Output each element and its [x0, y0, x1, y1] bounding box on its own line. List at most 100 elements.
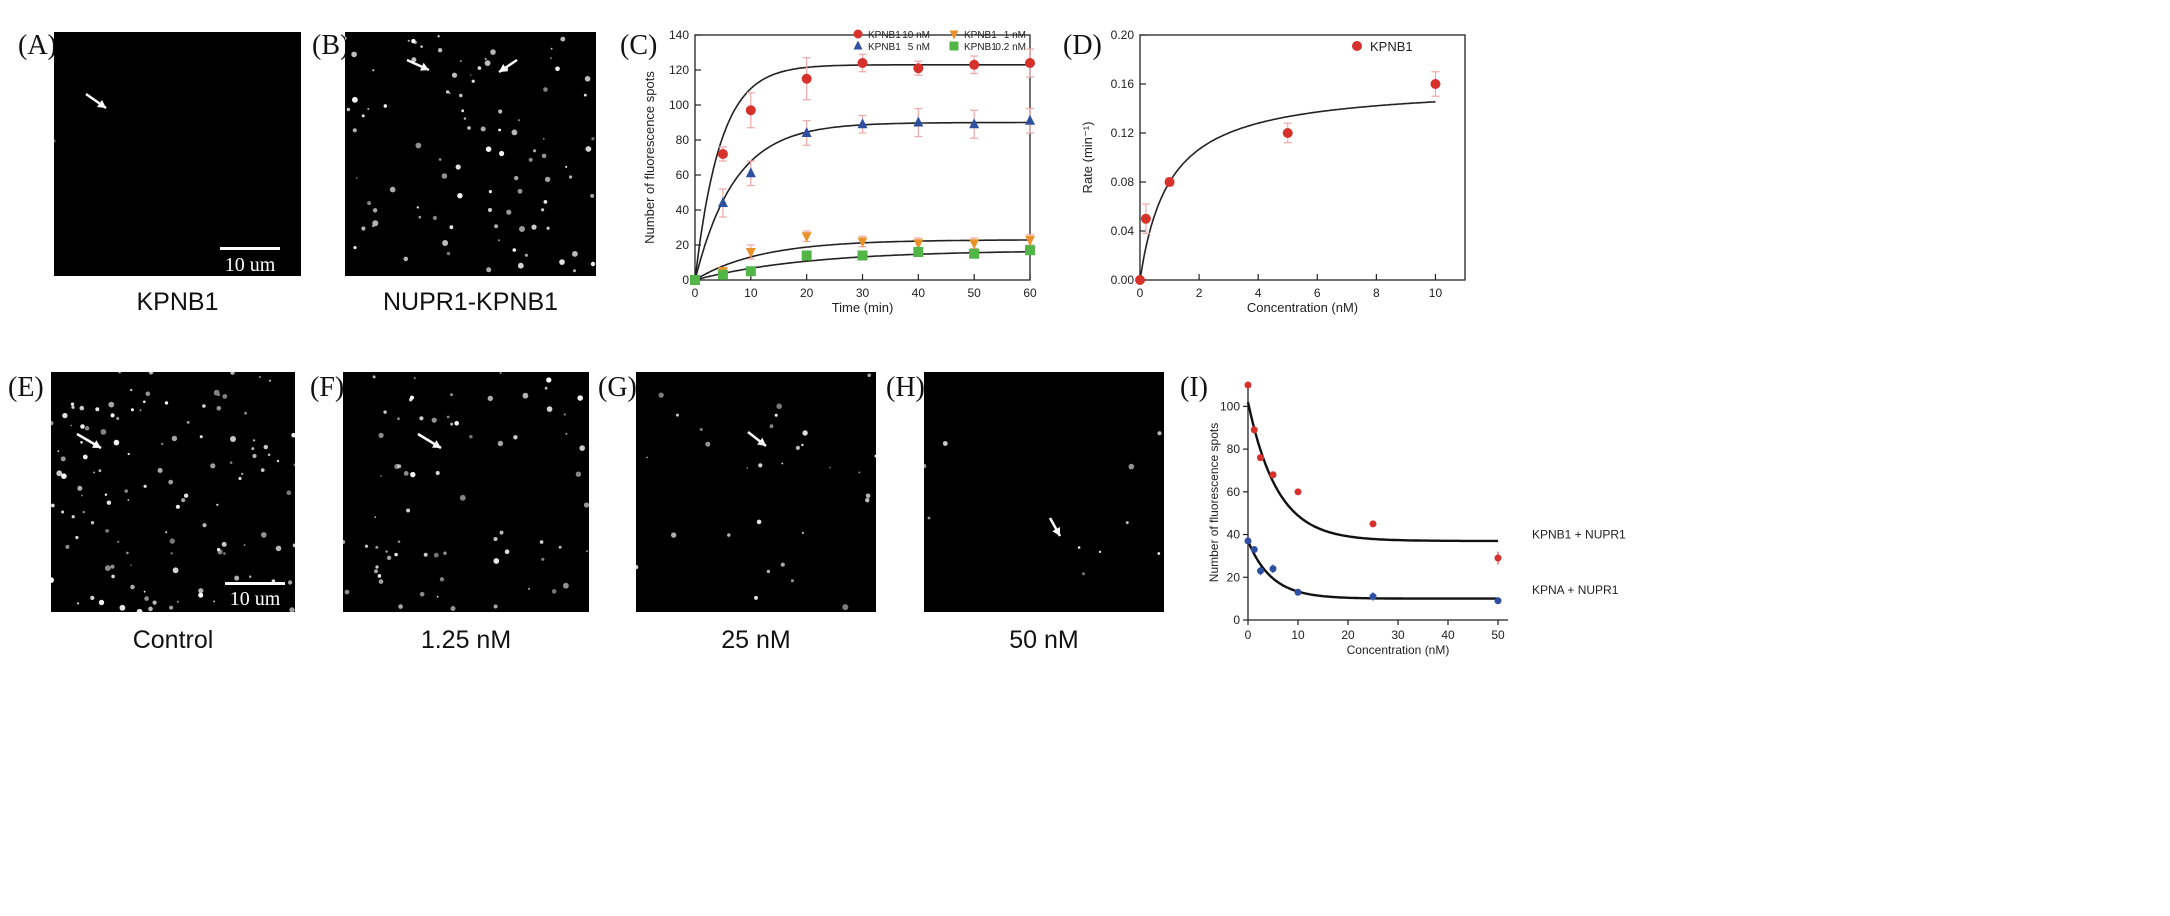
fluorescence-spot	[61, 510, 65, 514]
fluorescence-spot	[780, 562, 785, 567]
fluorescence-spot	[541, 557, 545, 561]
micrograph-kpnb1: 10 um	[54, 32, 301, 276]
fluorescence-spot	[93, 471, 96, 474]
fluorescence-spot	[127, 452, 130, 456]
fluorescence-spot	[110, 413, 115, 418]
spot-layer	[54, 92, 107, 143]
data-point	[913, 239, 924, 250]
caption-nupr1-kpnb1: NUPR1-KPNB1	[382, 288, 559, 316]
x-axis-title: Concentration (nM)	[1347, 643, 1450, 657]
data-point	[913, 116, 924, 127]
fluorescence-spot	[546, 406, 553, 412]
fluorescence-spot	[80, 441, 83, 444]
fluorescence-spot	[60, 456, 66, 462]
caption-50-nm: 50 nM	[1009, 626, 1079, 654]
y-tick-label: 60	[676, 168, 690, 182]
y-tick-label: 0.00	[1111, 273, 1135, 287]
fluorescence-spot	[441, 173, 448, 179]
fluorescence-spot	[409, 398, 413, 402]
fluorescence-spot	[407, 39, 410, 42]
fluorescence-spot	[263, 444, 268, 450]
fluorescence-spot	[498, 109, 503, 114]
fluorescence-spot	[221, 541, 227, 547]
fluorescence-spot	[461, 109, 465, 113]
fluorescence-spot	[646, 456, 648, 459]
data-point	[1369, 520, 1377, 528]
fluorescence-spot	[419, 416, 424, 421]
fluorescence-spot	[858, 471, 861, 474]
fluorescence-spot	[126, 551, 129, 555]
fluorescence-spot	[378, 579, 384, 584]
fit-curve	[1246, 401, 1498, 543]
x-axis-title: Concentration (nM)	[1247, 300, 1358, 315]
fluorescence-spot	[351, 51, 357, 58]
fluorescence-spot	[498, 128, 501, 132]
fluorescence-spot	[352, 96, 358, 103]
scale-bar	[225, 582, 285, 585]
fluorescence-spot	[136, 608, 143, 612]
data-point	[1269, 471, 1277, 479]
data-point	[913, 63, 924, 74]
fluorescence-spot	[286, 490, 292, 495]
data-point	[969, 239, 980, 250]
fluorescence-spot	[116, 416, 120, 421]
data-point	[1140, 213, 1151, 224]
legend-series-name: KPNB1	[868, 30, 901, 41]
y-tick-label: 0.08	[1111, 175, 1135, 189]
fluorescence-spot	[406, 508, 411, 513]
data-point	[717, 197, 728, 207]
fluorescence-spot	[77, 602, 80, 605]
fluorescence-spot	[361, 114, 365, 118]
chart-competition-svg: 0 10 20 30 40 50 0 20 40 60 80 100 Concentration (nM…	[1207, 381, 1626, 657]
fluorescence-spot	[164, 401, 169, 405]
fluorescence-spot	[152, 600, 157, 605]
fluorescence-spot	[77, 485, 83, 491]
fluorescence-spot	[469, 435, 473, 439]
fluorescence-spot	[385, 550, 388, 553]
legend-series-conc: 10 nM	[902, 30, 930, 41]
y-tick-label: 20	[1227, 570, 1241, 584]
fluorescence-spot	[415, 142, 422, 149]
fluorescence-spot	[504, 549, 510, 554]
data-point	[1244, 537, 1252, 545]
fluorescence-spot	[260, 468, 265, 472]
fluorescence-spot	[437, 35, 440, 38]
fluorescence-spot	[942, 441, 948, 446]
fluorescence-spot	[558, 545, 562, 549]
fluorescence-spot	[573, 269, 576, 273]
fluorescence-spot	[497, 239, 500, 242]
fluorescence-spot	[261, 532, 267, 538]
fluorescence-spot	[403, 256, 409, 262]
fluorescence-spot	[590, 193, 595, 198]
y-tick-label: 0.20	[1111, 28, 1135, 42]
fluorescence-spot	[252, 439, 256, 442]
fluorescence-spot	[756, 519, 762, 525]
fluorescence-spot	[675, 413, 679, 417]
fluorescence-spot	[169, 538, 175, 544]
fluorescence-spot	[1099, 550, 1102, 553]
fluorescence-spot	[448, 92, 451, 94]
data-point	[1494, 597, 1502, 605]
y-tick-label: 0	[1233, 613, 1240, 627]
fluorescence-spot	[506, 209, 512, 215]
fluorescence-spot	[70, 402, 75, 406]
fluorescence-spot	[252, 453, 257, 459]
fluorescence-spot	[75, 535, 79, 540]
data-point	[745, 248, 756, 258]
fluorescence-spot	[411, 57, 417, 63]
fluorescence-spot	[95, 407, 100, 412]
fluorescence-spot	[275, 545, 282, 552]
fluorescence-spot	[287, 580, 293, 585]
fluorescence-spot	[583, 502, 589, 508]
fluorescence-spot	[802, 430, 808, 436]
fluorescence-spot	[289, 607, 295, 612]
fluorescence-spot	[470, 74, 472, 76]
arrow-head	[92, 440, 101, 448]
y-tick-label: 100	[669, 98, 689, 112]
fluorescence-spot	[119, 604, 126, 611]
x-tick-label: 40	[912, 286, 926, 300]
fluorescence-spot	[202, 404, 206, 408]
fluorescence-spot	[230, 461, 233, 464]
fluorescence-spot	[230, 372, 235, 375]
fluorescence-spot	[758, 463, 763, 468]
